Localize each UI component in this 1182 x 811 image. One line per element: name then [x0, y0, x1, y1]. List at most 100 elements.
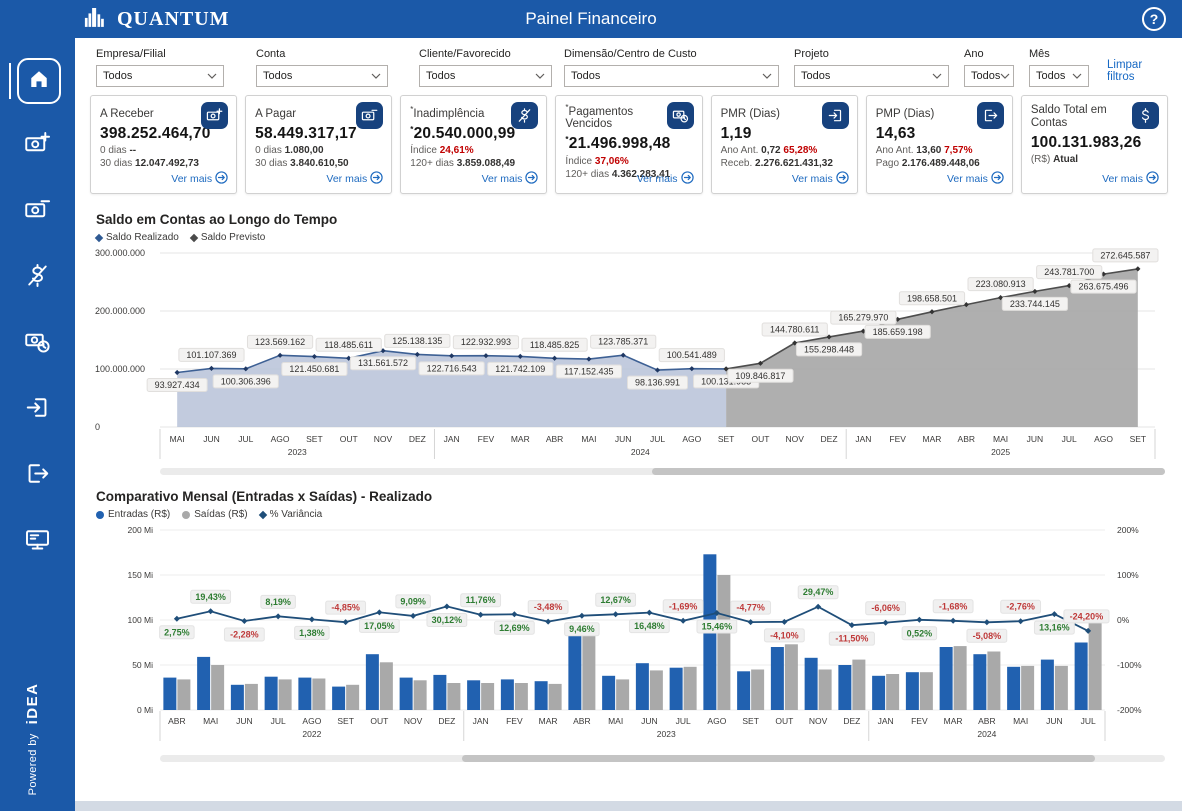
filter-label: Conta — [256, 48, 286, 60]
svg-text:SET: SET — [718, 434, 735, 444]
svg-text:MAI: MAI — [608, 716, 623, 726]
svg-text:9,09%: 9,09% — [400, 596, 426, 606]
kpi-subline: 0 dias -- — [100, 145, 137, 156]
ver-mais-link[interactable]: Ver mais — [637, 171, 694, 187]
svg-text:JUN: JUN — [1046, 716, 1063, 726]
brand-logo: QUANTUM — [84, 6, 230, 33]
kpi-card-row: A Receber 398.252.464,70 0 dias -- 30 dias … — [75, 93, 1182, 194]
box-arrow-out-icon — [24, 464, 51, 491]
svg-text:243.781.700: 243.781.700 — [1044, 267, 1094, 277]
sidebar-item-home[interactable] — [17, 58, 61, 104]
svg-text:50 Mi: 50 Mi — [132, 660, 153, 670]
ver-mais-label: Ver mais — [636, 173, 678, 185]
ver-mais-link[interactable]: Ver mais — [326, 171, 383, 187]
kpi-value: 100.131.983,26 — [1030, 133, 1142, 151]
svg-text:144.780.611: 144.780.611 — [770, 325, 819, 335]
money-clock-icon — [666, 102, 694, 129]
svg-text:FEV: FEV — [911, 716, 928, 726]
sidebar-item-box-arrow-in[interactable] — [24, 394, 51, 421]
svg-text:AGO: AGO — [1094, 434, 1113, 444]
kpi-value: 14,63 — [875, 125, 916, 142]
filter-dropdown-cliente-favorecido[interactable]: Todos — [419, 65, 552, 87]
money-plus-icon — [24, 132, 51, 161]
sidebar-item-box-arrow-out[interactable] — [24, 460, 51, 487]
svg-text:2,75%: 2,75% — [164, 627, 190, 637]
svg-text:12,69%: 12,69% — [499, 623, 530, 633]
filter-dropdown-empresa-filial[interactable]: Todos — [96, 65, 224, 87]
svg-text:11,76%: 11,76% — [466, 595, 496, 605]
limpar-filtros-link[interactable]: Limpar filtros — [1107, 59, 1143, 83]
svg-text:-24,20%: -24,20% — [1070, 611, 1104, 621]
svg-text:1,38%: 1,38% — [299, 628, 325, 638]
brand-name: QUANTUM — [117, 7, 230, 30]
svg-text:JUN: JUN — [615, 434, 632, 444]
diamond-icon — [94, 233, 104, 242]
kpi-card-a-pagar: A Pagar 58.449.317,17 0 dias 1.080,00 30 di… — [245, 95, 393, 194]
svg-text:200 Mi: 200 Mi — [127, 525, 153, 535]
ver-mais-link[interactable]: Ver mais — [947, 171, 1004, 187]
filter-value: Todos — [801, 70, 831, 82]
filter-dropdown-dimens-o-centro-de-custo[interactable]: Todos — [564, 65, 779, 87]
svg-text:DEZ: DEZ — [821, 434, 838, 444]
money-minus-icon — [356, 102, 384, 129]
svg-text:200.000.000: 200.000.000 — [95, 306, 145, 316]
comparativo-chart-scrollbar-thumb[interactable] — [461, 755, 1095, 762]
comparativo-bar-chart[interactable]: 200 Mi 200% 150 Mi 100% 100 Mi 0% 50 Mi -100% 0 … — [85, 522, 1160, 754]
kpi-subline: 120+ dias 4.362.283,41 — [565, 168, 671, 180]
ver-mais-link[interactable]: Ver mais — [171, 171, 228, 187]
kpi-value: *20.540.000,99 — [410, 125, 516, 143]
ver-mais-link[interactable]: Ver mais — [482, 171, 539, 187]
ver-mais-link[interactable]: Ver mais — [1102, 171, 1159, 187]
svg-text:MAI: MAI — [170, 434, 185, 444]
circle-arrow-icon — [370, 171, 383, 187]
kpi-title: A Pagar — [255, 108, 297, 120]
chevron-down-icon — [762, 70, 772, 82]
svg-text:FEV: FEV — [478, 434, 495, 444]
sidebar-item-money-plus[interactable] — [24, 130, 51, 157]
svg-text:123.785.371: 123.785.371 — [598, 337, 648, 347]
svg-text:2022: 2022 — [302, 729, 321, 739]
svg-text:JUL: JUL — [676, 716, 691, 726]
box-arrow-in-icon — [821, 102, 849, 129]
svg-text:DEZ: DEZ — [409, 434, 426, 444]
svg-text:100.000.000: 100.000.000 — [95, 364, 145, 374]
svg-text:MAI: MAI — [203, 716, 218, 726]
sidebar-item-money-clock[interactable] — [24, 328, 51, 355]
sidebar-item-money-off[interactable] — [24, 262, 51, 289]
help-icon[interactable]: ? — [1142, 7, 1166, 31]
kpi-subline: Índice 37,06% — [565, 155, 629, 167]
sidebar-item-money-minus[interactable] — [24, 196, 51, 223]
svg-text:FEV: FEV — [506, 716, 523, 726]
filter-dropdown-projeto[interactable]: Todos — [794, 65, 949, 87]
svg-text:223.080.913: 223.080.913 — [976, 279, 1026, 289]
kpi-title: Saldo Total em Contas — [1030, 104, 1107, 129]
saldo-chart-title: Saldo em Contas ao Longo do Tempo — [96, 212, 338, 227]
svg-text:17,05%: 17,05% — [364, 621, 395, 631]
comparativo-chart-legend: Entradas (R$) Saídas (R$) % Variância — [96, 509, 1182, 520]
saldo-chart-scrollbar — [160, 468, 1165, 475]
legend-label: Saldo Previsto — [200, 232, 266, 243]
filter-dropdown-conta[interactable]: Todos — [256, 65, 388, 87]
filter-dropdown-m-s[interactable]: Todos — [1029, 65, 1089, 87]
svg-text:8,19%: 8,19% — [265, 597, 291, 607]
svg-text:OUT: OUT — [370, 716, 388, 726]
comparativo-chart-block: Comparativo Mensal (Entradas x Saídas) -… — [75, 489, 1182, 762]
saldo-area-chart[interactable]: 300.000.000 200.000.000 100.000.000 0 93.927… — [85, 245, 1160, 467]
filter-label: Mês — [1029, 48, 1050, 60]
legend-item-sa-das-r: Saídas (R$) — [182, 509, 248, 520]
svg-text:198.658.501: 198.658.501 — [907, 293, 957, 303]
box-arrow-out-icon — [976, 102, 1004, 129]
svg-text:2025: 2025 — [991, 447, 1010, 457]
ver-mais-link[interactable]: Ver mais — [792, 171, 849, 187]
filter-dropdown-ano[interactable]: Todos — [964, 65, 1014, 87]
saldo-chart-scrollbar-thumb[interactable] — [652, 468, 1165, 475]
filter-value: Todos — [426, 70, 456, 82]
filter-projeto: Projeto Todos — [794, 48, 949, 87]
svg-text:-11,50%: -11,50% — [835, 634, 868, 644]
filter-dimens-o-centro-de-custo: Dimensão/Centro de Custo Todos — [564, 48, 779, 87]
sidebar-item-monitor[interactable] — [24, 526, 51, 553]
svg-text:JAN: JAN — [473, 716, 489, 726]
ver-mais-label: Ver mais — [791, 173, 833, 185]
kpi-card-a-receber: A Receber 398.252.464,70 0 dias -- 30 dias … — [90, 95, 238, 194]
chevron-down-icon — [371, 70, 381, 82]
